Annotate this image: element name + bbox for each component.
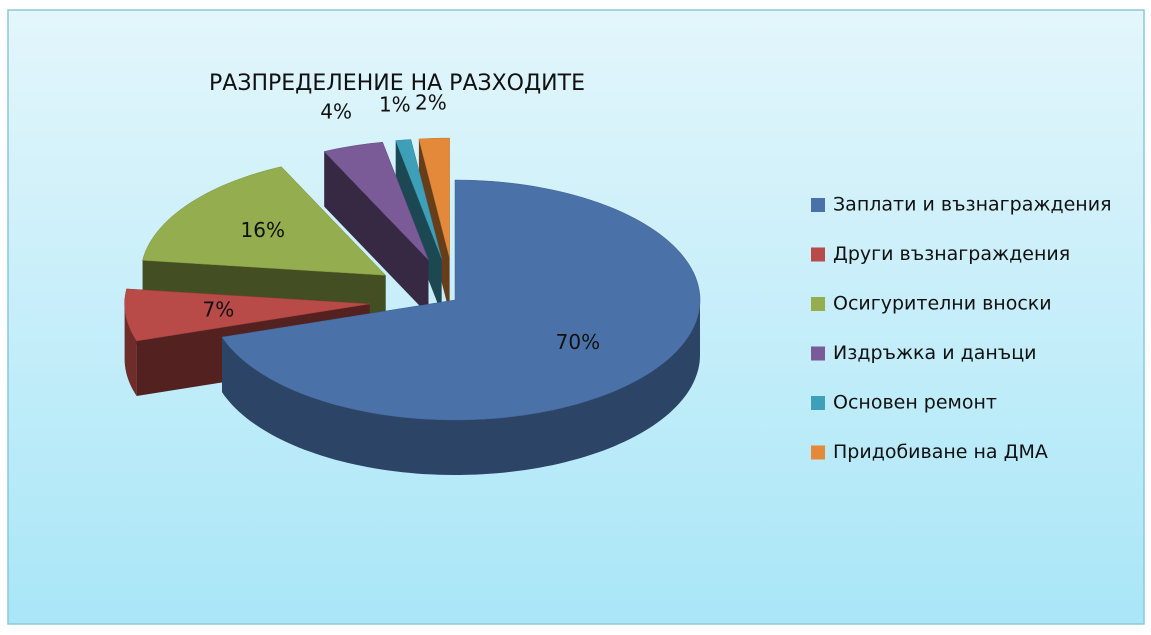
legend-swatch: [811, 445, 825, 460]
data-label: 16%: [241, 218, 285, 242]
data-label: 2%: [415, 90, 447, 114]
slice: [142, 166, 387, 276]
legend-label: Осигурителни вноски: [833, 293, 1052, 315]
legend-swatch: [811, 346, 825, 361]
slice-side: [324, 151, 429, 316]
legend-label: Заплати и възнаграждения: [833, 194, 1112, 216]
legend-label: Други възнаграждения: [833, 243, 1070, 265]
slice-wall: [222, 300, 700, 475]
legend-swatch: [811, 297, 825, 311]
slice-side: [418, 139, 450, 314]
slice: [323, 141, 429, 261]
slice: [418, 137, 450, 259]
legend-label: Придобиване на ДМА: [833, 441, 1048, 463]
slice-side: [395, 140, 442, 314]
legend-swatch: [811, 247, 825, 262]
legend-label: Издръжка и данъци: [833, 342, 1037, 364]
slice-wall: [124, 304, 137, 396]
slice: [124, 288, 370, 342]
legend: Заплати и възнаграждения Други възнагражд…: [811, 194, 1112, 463]
legend-label: Основен ремонт: [833, 392, 997, 414]
data-label: 7%: [203, 297, 235, 321]
pie: 70% 7% 16% 4% 1% 2%: [124, 90, 701, 475]
slice: [395, 139, 442, 259]
legend-swatch: [811, 396, 825, 410]
data-label: 70%: [556, 330, 600, 354]
legend-swatch: [811, 198, 825, 212]
data-label: 4%: [320, 99, 352, 123]
slice: [221, 179, 701, 421]
chart-title: РАЗПРЕДЕЛЕНИЕ НА РАЗХОДИТЕ: [209, 71, 585, 96]
data-label: 1%: [379, 92, 411, 116]
